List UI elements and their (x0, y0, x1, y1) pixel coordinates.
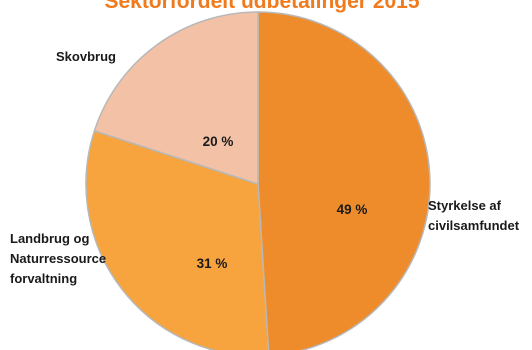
slice-category-label-3: Skovbrug (56, 49, 116, 64)
pie-labels: 49 % Styrkelse af civilsamfundet 31 % Landbr… (10, 49, 520, 286)
slice-category-label-line: civilsamfundet (428, 218, 520, 233)
slice-category-label-line: Landbrug og (10, 231, 89, 246)
slice-category-label-1: Styrkelse af civilsamfundet (428, 198, 520, 233)
slice-category-label-2: Landbrug og Naturressource forvaltning (10, 231, 106, 286)
slice-value-label-3: 20 % (203, 134, 234, 149)
slice-category-label-line: Naturressource (10, 251, 106, 266)
chart-title: Sektorfordelt udbetalinger 2015 (104, 0, 419, 13)
pie-slice-1 (257, 11, 431, 350)
pie-slices (85, 11, 431, 350)
pie-slice-3 (93, 11, 259, 186)
slice-value-label-2: 31 % (197, 256, 228, 271)
slice-category-label-line: Styrkelse af (428, 198, 502, 213)
slice-value-label-1: 49 % (337, 202, 368, 217)
slice-category-label-line: forvaltning (10, 271, 77, 286)
pie-slice-2 (85, 129, 270, 350)
slice-category-label-line: Skovbrug (56, 49, 116, 64)
